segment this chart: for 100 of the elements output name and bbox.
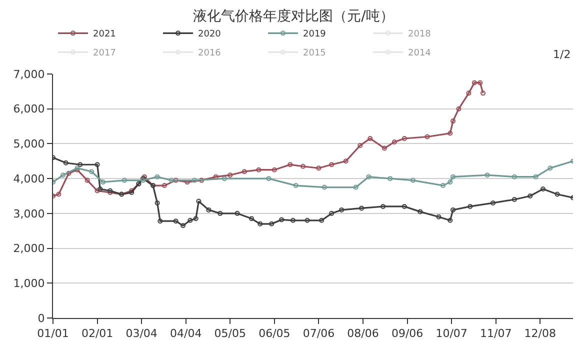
point xyxy=(258,221,263,226)
point xyxy=(199,178,204,183)
point xyxy=(466,90,472,96)
point xyxy=(382,146,387,151)
point xyxy=(448,218,453,223)
point xyxy=(548,166,553,171)
point xyxy=(424,134,430,140)
point xyxy=(490,200,496,206)
point xyxy=(388,176,393,182)
point xyxy=(78,162,83,168)
point xyxy=(472,80,477,86)
point xyxy=(343,158,348,164)
point xyxy=(450,207,456,212)
y-tick-label: 4,000 xyxy=(13,172,45,186)
point xyxy=(358,142,363,148)
point xyxy=(436,214,442,220)
line-series xyxy=(53,158,573,190)
x-tick-label: 10/07 xyxy=(436,327,468,340)
point xyxy=(196,198,202,204)
point xyxy=(206,207,212,212)
y-tick-label: 7,000 xyxy=(13,68,45,81)
y-tick-label: 0 xyxy=(38,312,45,325)
point xyxy=(418,209,423,214)
point xyxy=(192,178,197,183)
legend-label: 2015 xyxy=(303,48,326,59)
point xyxy=(188,218,193,223)
point xyxy=(234,210,240,216)
point xyxy=(242,169,247,174)
point xyxy=(66,170,72,176)
point xyxy=(98,186,103,192)
point xyxy=(158,218,163,224)
y-tick-label: 3,000 xyxy=(13,207,45,220)
point xyxy=(392,139,397,144)
point xyxy=(266,176,272,182)
text: 1/2 xyxy=(553,48,571,61)
legend-label: 2014 xyxy=(408,48,432,59)
point xyxy=(512,196,517,202)
point xyxy=(279,217,284,222)
y-tick-label: 2,000 xyxy=(13,242,45,256)
legend-label: 2021 xyxy=(93,30,116,40)
point xyxy=(380,204,386,209)
point xyxy=(193,216,198,222)
point xyxy=(293,183,298,188)
line-series xyxy=(53,80,486,198)
y-tick-label: 6,000 xyxy=(13,102,45,116)
point xyxy=(353,184,358,190)
point xyxy=(300,164,306,169)
point xyxy=(222,176,227,182)
x-tick-label: 08/06 xyxy=(347,327,379,340)
point xyxy=(228,172,233,178)
x-tick-label: 04/04 xyxy=(170,327,202,340)
point xyxy=(173,178,178,183)
x-tick-label: 12/08 xyxy=(524,327,556,340)
x-tick-label: 07/06 xyxy=(302,327,335,340)
point xyxy=(319,218,324,223)
point xyxy=(368,136,373,141)
point xyxy=(269,221,274,226)
point xyxy=(329,162,334,168)
point xyxy=(180,223,186,228)
point xyxy=(304,218,310,223)
point xyxy=(468,204,473,209)
point xyxy=(162,183,167,188)
legend-label: 2017 xyxy=(93,48,116,59)
y-tick-label: 1,000 xyxy=(13,276,45,290)
point xyxy=(440,183,446,188)
legend-label: 2019 xyxy=(303,30,326,40)
x-tick-label: 06/05 xyxy=(258,327,290,340)
point xyxy=(56,192,62,197)
point xyxy=(528,194,533,198)
point xyxy=(63,160,68,166)
point xyxy=(288,162,293,168)
point xyxy=(100,180,106,185)
legend-label: 2016 xyxy=(198,48,222,59)
point xyxy=(154,200,160,206)
point xyxy=(533,174,538,180)
point xyxy=(154,174,160,180)
point xyxy=(169,178,174,183)
y-tick-label: 5,000 xyxy=(13,138,45,151)
point xyxy=(249,216,254,222)
point xyxy=(402,136,407,141)
point xyxy=(448,130,453,136)
chart-title: 液化气价格年度对比图（元/吨） xyxy=(193,8,394,24)
point xyxy=(94,162,100,168)
point xyxy=(122,178,127,183)
point xyxy=(94,188,100,194)
legend-label: 2018 xyxy=(408,30,432,40)
point xyxy=(272,167,277,172)
x-tick-label: 05/05 xyxy=(214,327,246,340)
point xyxy=(484,172,490,178)
point xyxy=(290,218,296,223)
legend-label: 2020 xyxy=(198,30,222,40)
point xyxy=(89,169,94,174)
point xyxy=(316,166,322,171)
x-tick-label: 01/01 xyxy=(37,327,69,340)
point xyxy=(256,167,262,172)
point xyxy=(450,118,456,124)
point xyxy=(359,206,364,211)
point xyxy=(173,218,178,224)
point xyxy=(540,186,546,192)
x-tick-label: 11/07 xyxy=(480,327,512,340)
